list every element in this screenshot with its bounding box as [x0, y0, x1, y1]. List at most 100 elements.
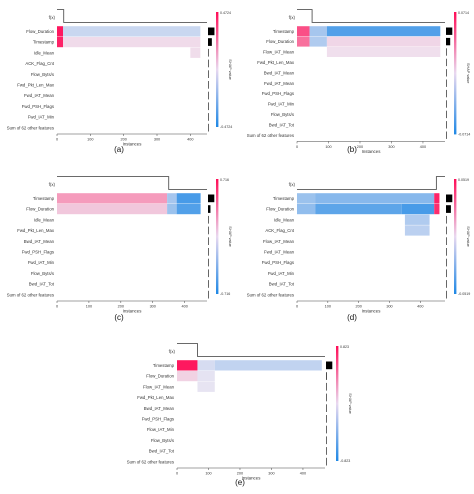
- colorbar-min-label: -0.716: [220, 292, 230, 296]
- importance-bar: [208, 290, 209, 299]
- importance-bar: [208, 59, 209, 68]
- row-background: [297, 130, 445, 141]
- heatmap-cell: [57, 203, 168, 215]
- row-background: [57, 257, 207, 268]
- colorbar: [454, 12, 457, 135]
- importance-bar: [446, 58, 447, 67]
- row-background: [57, 236, 207, 247]
- feature-label: Fwd_Pkt_Len_Max: [257, 60, 295, 65]
- row-background: [297, 268, 445, 279]
- heatmap-cell: [57, 193, 168, 204]
- row-background: [297, 257, 445, 268]
- importance-bar: [208, 248, 209, 256]
- feature-label: Bwd_IAT_Mean: [144, 406, 175, 411]
- feature-label: Flow_Byts/s: [151, 438, 174, 443]
- panel-caption: (a): [114, 145, 124, 154]
- row-background: [177, 370, 325, 382]
- importance-bar: [208, 269, 209, 278]
- fx-label: f(x): [169, 349, 176, 354]
- importance-bar: [208, 194, 215, 203]
- row-background: [177, 392, 325, 403]
- importance-bar: [208, 102, 209, 111]
- feature-label: Timestamp: [153, 363, 175, 368]
- heatmap-cell: [214, 360, 322, 371]
- feature-label: Fwd_Pkt_Len_Max: [17, 228, 55, 233]
- feature-label: Timestamp: [273, 196, 295, 201]
- colorbar: [216, 12, 219, 127]
- x-tick-label: 0: [296, 305, 298, 309]
- feature-label: ACK_Flag_Cnt: [265, 228, 294, 233]
- feature-label: Flow_Duration: [146, 374, 174, 379]
- heatmap-cell: [326, 47, 441, 57]
- importance-bar: [208, 113, 209, 121]
- importance-bar: [326, 425, 327, 434]
- x-tick-label: 300: [154, 138, 160, 142]
- x-tick-label: 0: [56, 138, 58, 142]
- heatmap-cell: [315, 203, 402, 215]
- feature-label: Fwd_IAT_Mean: [24, 93, 55, 98]
- x-tick-label: 100: [325, 145, 331, 149]
- heatmap-cell: [297, 26, 310, 37]
- feature-label: Idle_Mean: [34, 50, 55, 55]
- importance-bar: [208, 38, 212, 46]
- heatmap-cell: [434, 203, 440, 215]
- feature-label: Fwd_IAT_Min: [28, 115, 55, 120]
- importance-bar: [326, 393, 327, 402]
- panel-c: f(x) Timestamp Flow_Duration Idle_Mean Fwd_P…: [7, 176, 232, 322]
- row-background: [57, 225, 207, 236]
- row-background: [297, 246, 445, 257]
- x-tick-label: 400: [187, 138, 193, 142]
- feature-label: Bwd_IAT_Mean: [24, 239, 55, 244]
- importance-bar: [208, 237, 209, 245]
- heatmap-cell: [326, 26, 441, 37]
- importance-bar: [446, 194, 453, 203]
- feature-label: Bwd_IAT_Tot: [269, 282, 295, 287]
- x-tick-label: 300: [268, 472, 274, 476]
- importance-bar: [446, 215, 447, 224]
- importance-bar: [326, 404, 327, 412]
- feature-label: Bwd_IAT_Mean: [264, 70, 295, 75]
- x-tick-label: 200: [355, 305, 361, 309]
- importance-bar: [446, 37, 451, 46]
- row-background: [177, 403, 325, 414]
- heatmap-cell: [297, 203, 316, 215]
- row-background: [297, 78, 445, 89]
- row-background: [57, 111, 207, 123]
- feature-label: Fwd_IAT_Min: [268, 102, 295, 107]
- feature-label: Fwd_PSH_Flags: [262, 91, 294, 96]
- importance-bar: [326, 382, 327, 391]
- feature-label: Fwd_PSH_Flags: [22, 104, 54, 109]
- x-axis-label: Instances: [362, 309, 382, 314]
- x-tick-label: 300: [388, 145, 394, 149]
- row-background: [297, 67, 445, 78]
- heatmap-cell: [63, 26, 201, 37]
- row-background: [297, 99, 445, 109]
- fx-label: f(x): [289, 182, 296, 187]
- row-background: [297, 214, 445, 225]
- row-background: [297, 88, 445, 99]
- x-tick-label: 100: [87, 138, 93, 142]
- panel-e: f(x) Timestamp Flow_Duration Flow_IAT_Mean F…: [127, 343, 352, 487]
- x-axis-label: Instances: [123, 142, 143, 147]
- importance-bar: [326, 447, 327, 455]
- x-tick-label: 400: [420, 145, 426, 149]
- row-background: [177, 381, 325, 392]
- panel-d: f(x) Timestamp Flow_Duration Idle_Mean ACK_F…: [247, 176, 470, 322]
- row-background: [297, 278, 445, 290]
- feature-label: Flow_Byts/s: [271, 112, 294, 117]
- heatmap-cell: [177, 370, 198, 382]
- importance-bar: [208, 70, 209, 78]
- row-background: [297, 289, 445, 300]
- row-background: [57, 246, 207, 257]
- importance-bar: [446, 48, 447, 56]
- heatmap-cell: [309, 36, 327, 47]
- feature-label: Flow_Byts/s: [31, 271, 54, 276]
- fx-curve: [297, 176, 445, 190]
- importance-bar: [446, 280, 447, 288]
- row-background: [57, 289, 207, 300]
- colorbar-label: SHAP value: [228, 59, 232, 79]
- row-background: [57, 278, 207, 290]
- x-tick-label: 0: [176, 472, 178, 476]
- x-axis-label: Instances: [242, 476, 262, 481]
- feature-label: Fwd_Pkt_Len_Max: [137, 395, 175, 400]
